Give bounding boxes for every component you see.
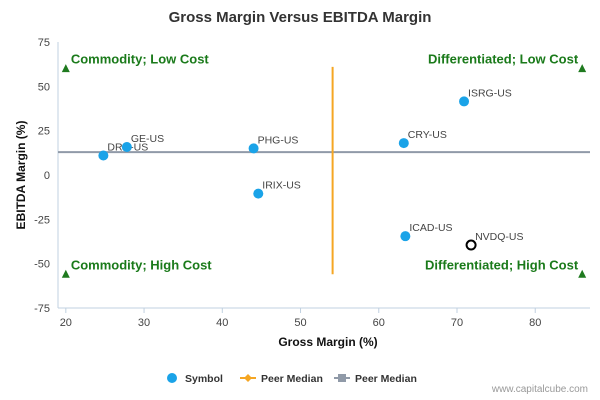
data-point-label: ICAD-US	[409, 222, 452, 234]
data-point-label: NVDQ-US	[475, 231, 523, 243]
data-point-highlight	[465, 239, 477, 251]
data-point	[398, 138, 409, 149]
y-tick-label: -25	[34, 214, 50, 226]
legend-label: Symbol	[185, 373, 223, 385]
x-tick-label: 50	[294, 317, 306, 329]
data-point	[400, 231, 411, 242]
credit-text: www.capitalcube.com	[491, 384, 588, 395]
data-point	[98, 150, 109, 161]
data-point-label: ISRG-US	[468, 87, 512, 99]
x-tick-label: 20	[60, 317, 72, 329]
legend-median-square	[338, 374, 346, 382]
legend-symbol-marker	[167, 373, 177, 383]
data-point-label: PHG-US	[258, 134, 299, 146]
data-point-label: IRIX-US	[262, 180, 301, 192]
data-point	[459, 96, 470, 107]
quadrant-marker-triangle	[61, 269, 70, 278]
x-tick-label: 70	[451, 317, 463, 329]
legend: Symbol Peer Median Peer Median	[167, 373, 417, 385]
quadrant-label: Commodity; High Cost	[71, 257, 212, 272]
y-tick-label: 25	[38, 126, 50, 138]
quadrant-marker-triangle	[578, 269, 587, 278]
x-tick-label: 40	[216, 317, 228, 329]
data-point	[121, 141, 132, 152]
data-point	[248, 143, 259, 154]
data-point	[253, 188, 264, 199]
y-tick-label: 75	[38, 37, 50, 49]
quadrant-label: Differentiated; High Cost	[425, 257, 579, 272]
x-tick-label: 80	[529, 317, 541, 329]
legend-label: Peer Median	[261, 373, 323, 385]
x-tick-label: 60	[373, 317, 385, 329]
x-tick-label: 30	[138, 317, 150, 329]
x-axis-title: Gross Margin (%)	[278, 335, 377, 349]
legend-label: Peer Median	[355, 373, 417, 385]
legend-median-diamond	[244, 374, 252, 382]
quadrant-label: Differentiated; Low Cost	[428, 52, 579, 67]
y-tick-label: 50	[38, 81, 50, 93]
y-axis-title: EBITDA Margin (%)	[14, 121, 28, 230]
quadrant-marker-triangle	[578, 64, 587, 73]
quadrant-label: Commodity; Low Cost	[71, 52, 210, 67]
data-point-label: CRY-US	[408, 129, 447, 141]
quadrant-marker-triangle	[61, 64, 70, 73]
y-tick-label: -75	[34, 303, 50, 315]
y-tick-label: 0	[44, 170, 50, 182]
y-tick-label: -50	[34, 259, 50, 271]
chart-title: Gross Margin Versus EBITDA Margin	[169, 9, 432, 26]
plot-area: 20 30 40 50 60 70 80 75 50 25 0 -25 -50 -75 Commodity;…	[34, 37, 590, 329]
data-point-label: GE-US	[131, 133, 164, 145]
